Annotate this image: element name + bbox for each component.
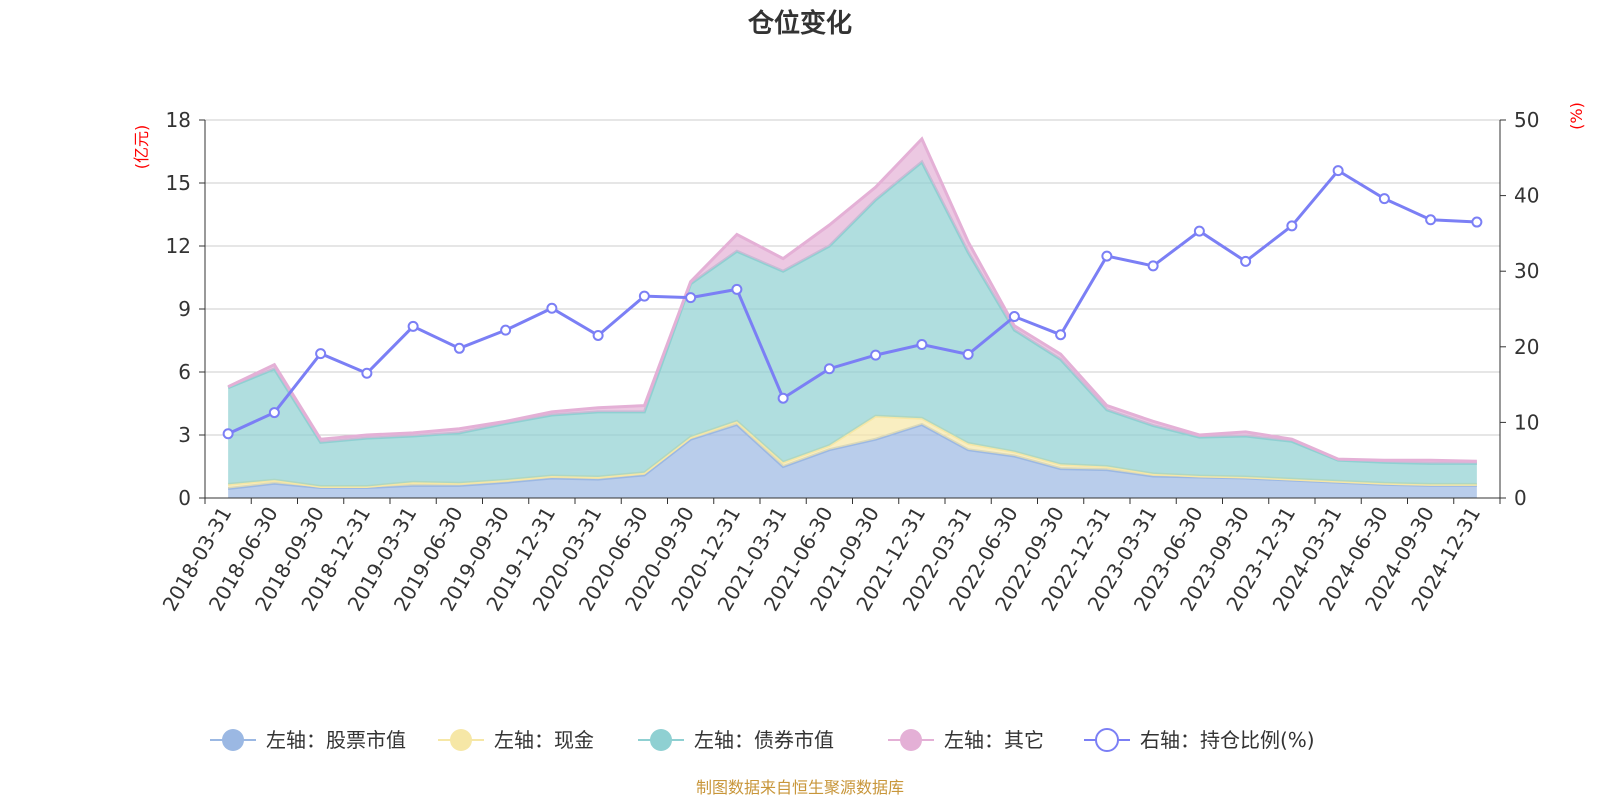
legend: 左轴：股票市值 左轴：现金 左轴：债券市值 左轴：其它 右轴：持仓比例(%) <box>210 728 1315 752</box>
left-axis-tick-label: 15 <box>166 171 191 195</box>
chart-title: 仓位变化 <box>747 8 852 39</box>
legend-marker-circle <box>222 729 244 751</box>
right-axis-unit: (%) <box>1567 102 1586 130</box>
ratio-point <box>222 428 234 440</box>
ratio-point <box>777 392 789 404</box>
left-axis-unit: (亿元) <box>132 125 151 170</box>
ratio-line <box>227 168 1477 436</box>
left-axis-tick-label: 0 <box>178 486 191 510</box>
ratio-point <box>1147 260 1159 272</box>
ratio-point <box>731 283 743 295</box>
legend-marker-circle <box>900 729 922 751</box>
ratio-point <box>823 363 835 375</box>
legend-label: 左轴：其它 <box>944 728 1044 752</box>
right-axis-tick-label: 10 <box>1514 410 1539 434</box>
ratio-point <box>1378 193 1390 205</box>
ratio-point <box>1055 329 1067 341</box>
ratio-point <box>1008 311 1020 323</box>
stacked-areas <box>227 136 1477 498</box>
legend-label: 左轴：债券市值 <box>694 728 834 752</box>
ratio-point <box>1332 165 1344 177</box>
ratio-point <box>1193 225 1205 237</box>
ratio-point <box>315 348 327 360</box>
ratio-point <box>1240 255 1252 267</box>
left-axis-tick-label: 18 <box>166 108 191 132</box>
right-axis-tick-label: 50 <box>1514 108 1539 132</box>
data-source-note: 制图数据来自恒生聚源数据库 <box>696 778 904 797</box>
left-axis-tick-label: 3 <box>178 423 191 447</box>
right-axis-tick-label: 30 <box>1514 259 1539 283</box>
ratio-point <box>407 320 419 332</box>
area-series-2 <box>228 162 1477 487</box>
holding-ratio-line <box>222 165 1483 440</box>
right-axis-tick-label: 40 <box>1514 184 1539 208</box>
right-axis-tick-label: 0 <box>1514 486 1527 510</box>
ratio-point <box>361 367 373 379</box>
ratio-point <box>870 349 882 361</box>
area-series-edge-3 <box>227 136 1477 463</box>
legend-marker-circle <box>450 729 472 751</box>
ratio-point <box>592 329 604 341</box>
legend-marker-circle <box>1095 728 1119 752</box>
legend-marker-circle <box>650 729 672 751</box>
ratio-point <box>1101 250 1113 262</box>
ratio-point <box>1286 220 1298 232</box>
legend-label: 右轴：持仓比例(%) <box>1140 728 1315 752</box>
legend-label: 左轴：股票市值 <box>266 728 406 752</box>
ratio-point <box>638 290 650 302</box>
ratio-point <box>500 324 512 336</box>
legend-label: 左轴：现金 <box>494 728 594 752</box>
left-axis-tick-label: 6 <box>178 360 191 384</box>
ratio-point <box>1471 216 1483 228</box>
ratio-point <box>962 348 974 360</box>
left-axis-tick-label: 9 <box>178 297 191 321</box>
ratio-point <box>685 292 697 304</box>
right-axis-tick-label: 20 <box>1514 335 1539 359</box>
left-axis-tick-label: 12 <box>166 234 191 258</box>
ratio-point <box>268 407 280 419</box>
ratio-point <box>1425 214 1437 226</box>
ratio-point <box>453 342 465 354</box>
ratio-point <box>916 339 928 351</box>
ratio-point <box>546 302 558 314</box>
